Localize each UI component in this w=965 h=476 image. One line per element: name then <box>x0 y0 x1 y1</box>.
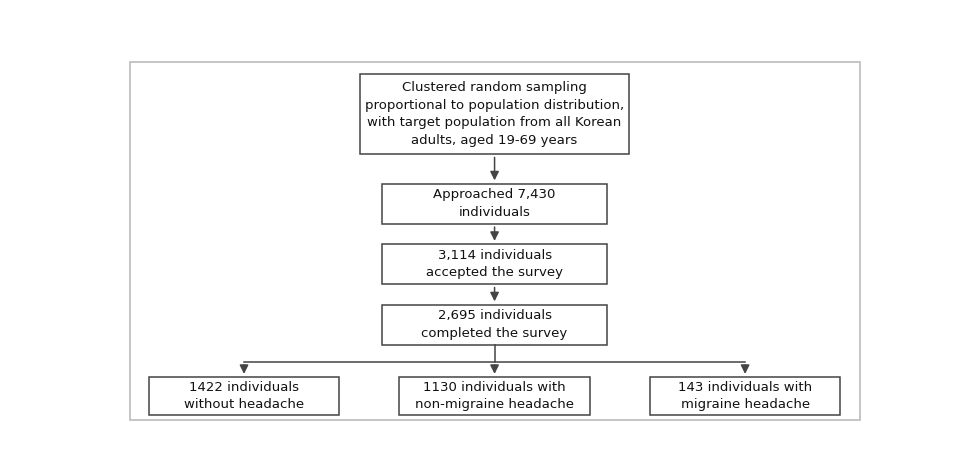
FancyBboxPatch shape <box>649 377 841 416</box>
Text: 143 individuals with
migraine headache: 143 individuals with migraine headache <box>678 381 813 411</box>
FancyBboxPatch shape <box>149 377 340 416</box>
Text: 1422 individuals
without headache: 1422 individuals without headache <box>184 381 304 411</box>
FancyBboxPatch shape <box>129 61 860 420</box>
FancyBboxPatch shape <box>360 74 629 154</box>
Text: Clustered random sampling
proportional to population distribution,
with target p: Clustered random sampling proportional t… <box>365 81 624 147</box>
FancyBboxPatch shape <box>382 305 607 345</box>
Text: 3,114 individuals
accepted the survey: 3,114 individuals accepted the survey <box>427 249 563 279</box>
FancyBboxPatch shape <box>400 377 590 416</box>
FancyBboxPatch shape <box>382 244 607 284</box>
Text: 1130 individuals with
non-migraine headache: 1130 individuals with non-migraine heada… <box>415 381 574 411</box>
Text: Approached 7,430
individuals: Approached 7,430 individuals <box>433 188 556 219</box>
FancyBboxPatch shape <box>382 184 607 224</box>
Text: 2,695 individuals
completed the survey: 2,695 individuals completed the survey <box>422 309 567 340</box>
